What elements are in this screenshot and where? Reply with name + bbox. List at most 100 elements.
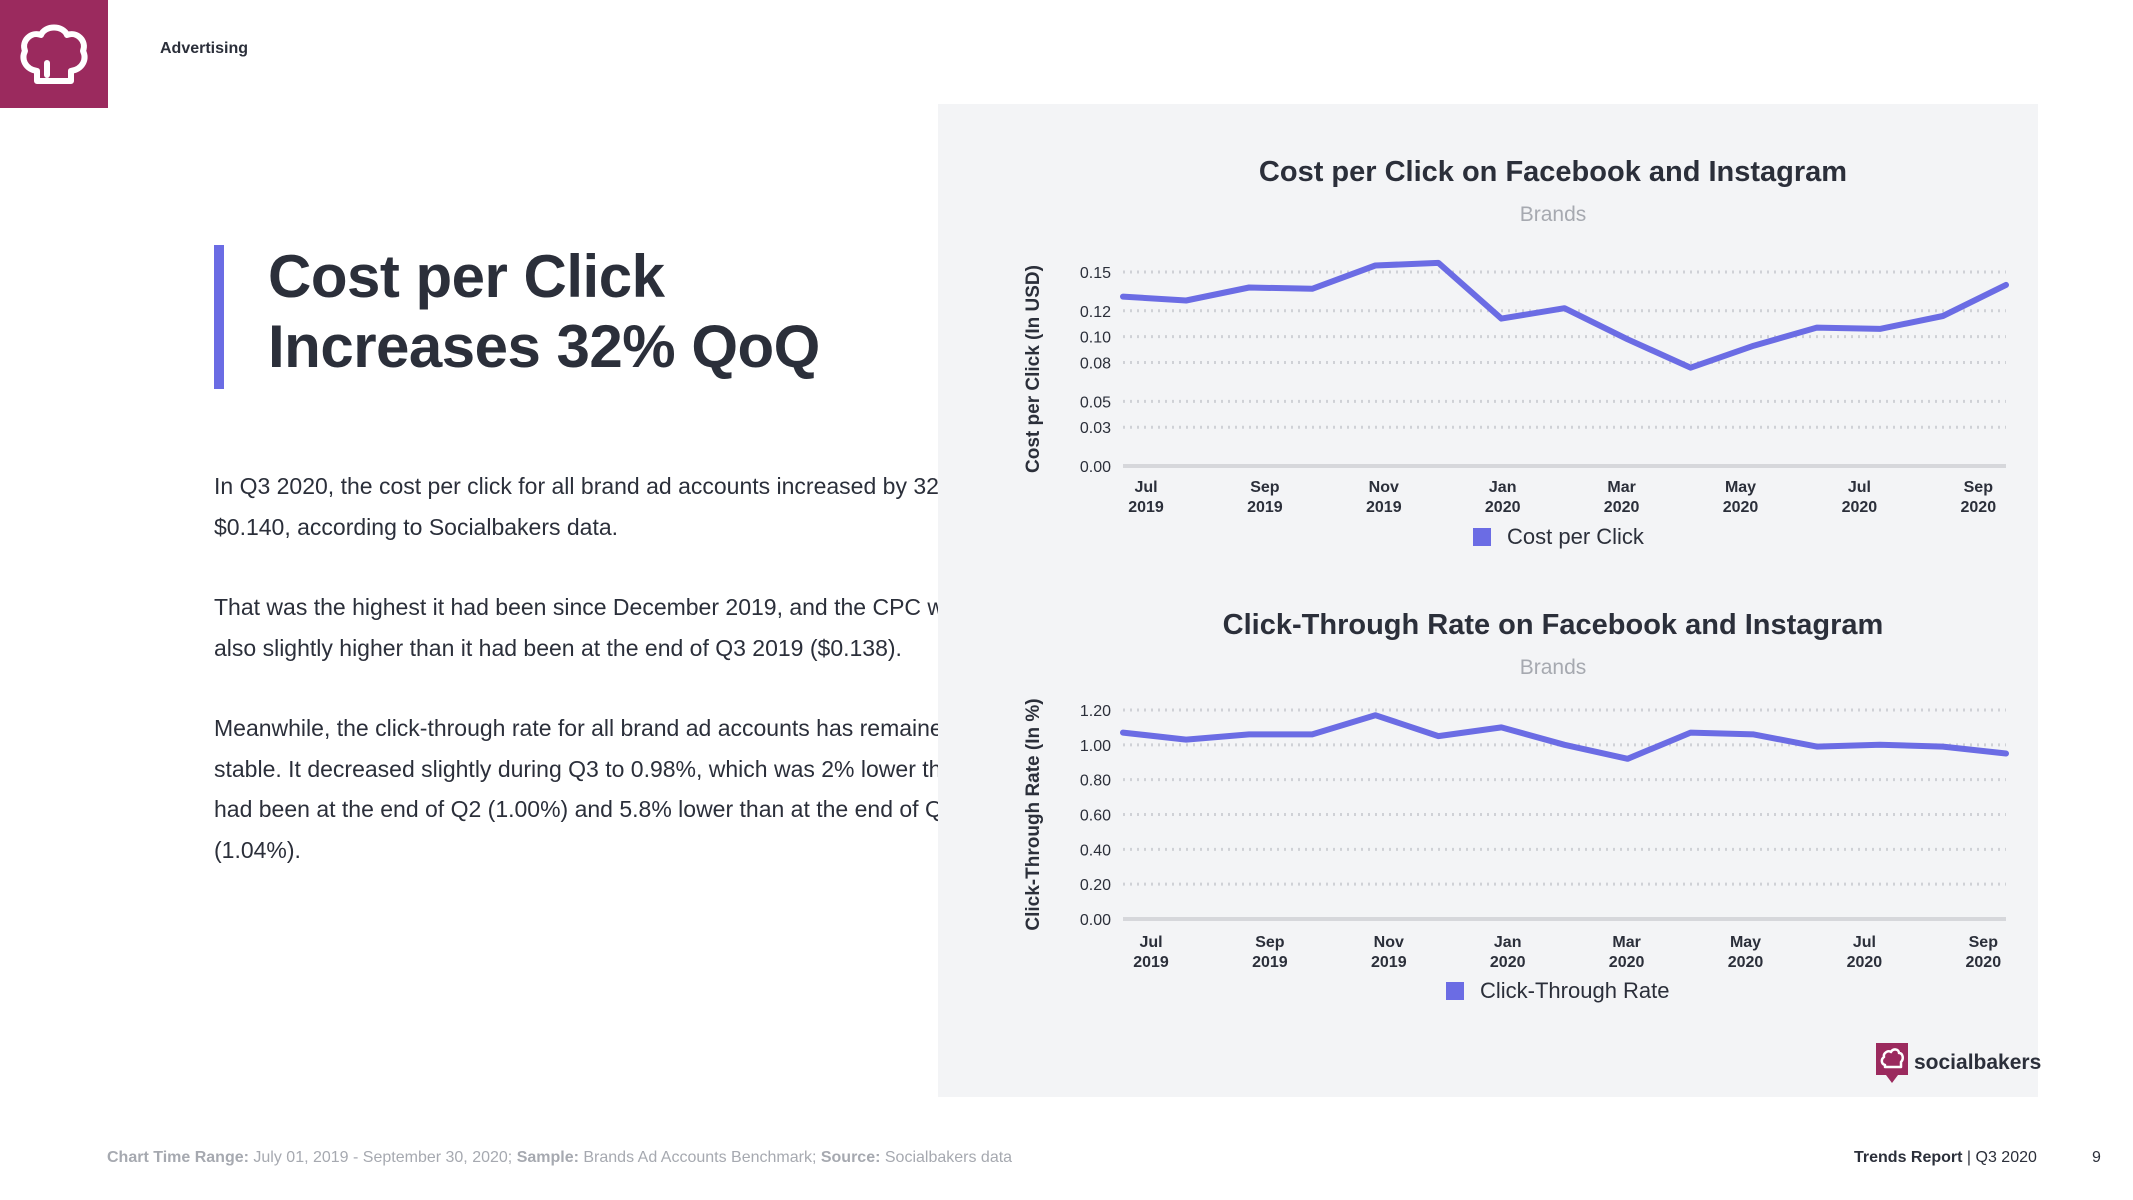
footer-source-label: Source: — [820, 1149, 881, 1166]
y-tick-label: 0.20 — [1080, 877, 1111, 894]
data-point — [1374, 265, 1376, 267]
body-text: In Q3 2020, the cost per click for all b… — [214, 466, 1014, 910]
x-tick-label: 2019 — [1366, 499, 1402, 516]
y-tick-label: 0.00 — [1080, 459, 1111, 476]
body-paragraph: That was the highest it had been since D… — [214, 594, 969, 661]
page-number: 9 — [2092, 1149, 2101, 1166]
x-tick-label: 2019 — [1252, 954, 1288, 971]
y-tick-label: 0.15 — [1080, 265, 1111, 282]
series-line — [1120, 712, 2009, 762]
x-tick-label: 2020 — [1723, 499, 1759, 516]
y-tick-label: 0.05 — [1080, 394, 1111, 411]
x-tick-label: Nov — [1369, 479, 1399, 496]
data-point — [2005, 284, 2007, 286]
chef-hat-icon — [20, 24, 88, 84]
chart-subtitle: Brands — [1520, 203, 1587, 226]
footer-report: Trends Report | Q3 2020 — [1854, 1149, 2037, 1167]
logo — [0, 0, 108, 108]
section-label: Advertising — [160, 40, 249, 57]
y-tick-label: 0.80 — [1080, 773, 1111, 790]
x-tick-label: Jul — [1139, 934, 1162, 951]
page-title: Cost per Click Increases 32% QoQ — [268, 242, 968, 382]
data-point — [1942, 746, 1944, 748]
legend-swatch — [1473, 528, 1491, 546]
x-tick-label: Sep — [1964, 479, 1994, 496]
body-paragraph: In Q3 2020, the cost per click for all b… — [214, 473, 1005, 540]
y-axis-label: Cost per Click (In USD) — [1023, 265, 1044, 473]
y-tick-label: 1.00 — [1080, 738, 1111, 755]
x-tick-label: 2019 — [1128, 499, 1164, 516]
y-tick-label: 1.20 — [1080, 703, 1111, 720]
data-point — [1122, 296, 1124, 298]
data-point — [1500, 726, 1502, 728]
footer-source-value: Socialbakers data — [880, 1149, 1013, 1166]
y-axis-label: Click-Through Rate (In %) — [1023, 698, 1044, 930]
y-tick-label: 0.08 — [1080, 356, 1111, 373]
data-point — [1185, 739, 1187, 741]
footer-sample-label: Sample: — [516, 1149, 579, 1166]
footer-range-value: July 01, 2019 - September 30, 2020; — [248, 1149, 517, 1166]
x-tick-label: May — [1725, 479, 1756, 496]
legend-label: Click-Through Rate — [1480, 978, 1670, 1003]
footer-report-label: Trends Report — [1854, 1149, 1963, 1166]
x-tick-label: Jul — [1134, 479, 1157, 496]
data-point — [1627, 758, 1629, 760]
y-tick-label: 0.10 — [1080, 330, 1111, 347]
data-point — [1690, 367, 1692, 369]
chart-title: Cost per Click on Facebook and Instagram — [1259, 156, 1847, 188]
data-point — [1753, 345, 1755, 347]
y-tick-label: 0.00 — [1080, 912, 1111, 929]
data-point — [1437, 735, 1439, 737]
chart-subtitle: Brands — [1520, 656, 1587, 679]
legend-swatch — [1446, 982, 1464, 1000]
data-point — [2005, 753, 2007, 755]
data-point — [1564, 307, 1565, 309]
x-tick-label: Jan — [1489, 479, 1517, 496]
x-tick-label: 2020 — [1842, 499, 1878, 516]
data-point — [1500, 318, 1502, 320]
brand-logo: socialbakers — [1876, 1043, 2041, 1083]
data-point — [1690, 732, 1692, 734]
body-paragraph: Meanwhile, the click-through rate for al… — [214, 715, 1014, 863]
x-tick-label: 2019 — [1371, 954, 1407, 971]
y-tick-label: 0.12 — [1080, 304, 1111, 321]
series-line — [1120, 259, 2009, 371]
x-tick-label: Mar — [1612, 934, 1640, 951]
data-point — [1122, 732, 1124, 734]
x-tick-label: Jan — [1494, 934, 1522, 951]
y-tick-label: 0.03 — [1080, 420, 1111, 437]
page-title-line-1: Cost per Click — [268, 243, 665, 310]
footer-source-note: Chart Time Range: July 01, 2019 - Septem… — [107, 1149, 1012, 1167]
footer-sample-value: Brands Ad Accounts Benchmark; — [578, 1149, 821, 1166]
data-point — [1816, 327, 1818, 329]
data-point — [1879, 744, 1881, 746]
x-tick-label: Nov — [1374, 934, 1404, 951]
data-point — [1753, 733, 1755, 735]
x-tick-label: 2020 — [1728, 954, 1764, 971]
chart-panel: Cost per Click on Facebook and Instagram… — [938, 104, 2038, 1097]
title-accent-bar — [214, 245, 224, 389]
page-title-line-2: Increases 32% QoQ — [268, 313, 820, 380]
data-point — [1879, 328, 1881, 330]
x-tick-label: Mar — [1607, 479, 1635, 496]
x-tick-label: Jul — [1848, 479, 1871, 496]
data-point — [1248, 733, 1250, 735]
legend-label: Cost per Click — [1507, 524, 1645, 549]
x-tick-label: Sep — [1969, 934, 1999, 951]
x-tick-label: May — [1730, 934, 1761, 951]
data-point — [1248, 287, 1250, 289]
x-tick-label: Sep — [1250, 479, 1280, 496]
x-tick-label: 2020 — [1847, 954, 1883, 971]
data-point — [1311, 733, 1313, 735]
data-point — [1816, 746, 1818, 748]
data-point — [1627, 338, 1629, 340]
footer-report-period: | Q3 2020 — [1962, 1149, 2037, 1166]
data-point — [1437, 262, 1439, 264]
data-point — [1185, 299, 1187, 301]
x-tick-label: 2019 — [1247, 499, 1283, 516]
x-tick-label: 2019 — [1133, 954, 1169, 971]
socialbakers-logo-icon — [1876, 1043, 1908, 1083]
x-tick-label: 2020 — [1604, 499, 1640, 516]
data-point — [1374, 714, 1376, 716]
x-tick-label: Sep — [1255, 934, 1285, 951]
